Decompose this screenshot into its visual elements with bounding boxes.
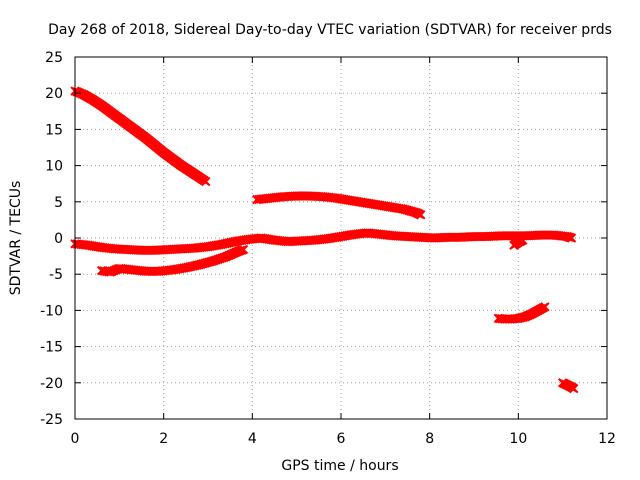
data-point — [238, 244, 249, 255]
x-tick-label: 12 — [598, 431, 616, 447]
x-tick-label: 8 — [425, 431, 434, 447]
y-axis-title: SDTVAR / TECUs — [8, 181, 24, 296]
data-series — [70, 86, 579, 394]
data-point — [201, 176, 211, 187]
y-tick-label: 15 — [45, 122, 63, 138]
series-arc-1 — [70, 86, 211, 187]
series-arc-3 — [96, 244, 249, 277]
x-tick-label: 2 — [159, 431, 168, 447]
y-tick-label: 20 — [45, 86, 63, 102]
data-point — [566, 233, 577, 243]
x-tick-label: 0 — [71, 431, 80, 447]
x-tick-label: 6 — [337, 431, 346, 447]
series-arc-6 — [509, 235, 528, 250]
chart-title: Day 268 of 2018, Sidereal Day-to-day VTE… — [48, 22, 612, 38]
y-tick-label: 25 — [45, 50, 63, 66]
y-tick-label: 10 — [45, 159, 63, 175]
y-tick-label: -20 — [40, 376, 63, 392]
series-arc-2 — [70, 228, 577, 256]
x-tick-label: 10 — [509, 431, 527, 447]
y-tick-label: -10 — [40, 303, 63, 319]
x-tick-label: 4 — [248, 431, 257, 447]
y-tick-label: -5 — [49, 267, 63, 283]
data-point — [416, 210, 426, 220]
ticks: 0 2 4 6 8 10 12 -25 -20 -15 -10 -5 0 5 10 15 20 25 — [40, 50, 616, 447]
series-arc-5 — [493, 302, 550, 324]
y-tick-label: 5 — [54, 195, 63, 211]
y-tick-label: -25 — [40, 412, 63, 428]
series-arc-7 — [557, 378, 579, 394]
data-point — [540, 302, 550, 312]
y-tick-label: 0 — [54, 231, 63, 247]
series-arc-4 — [252, 191, 426, 220]
data-point — [518, 235, 528, 245]
x-axis-title: GPS time / hours — [281, 458, 398, 474]
data-point — [569, 383, 579, 394]
y-tick-label: -15 — [40, 340, 63, 356]
